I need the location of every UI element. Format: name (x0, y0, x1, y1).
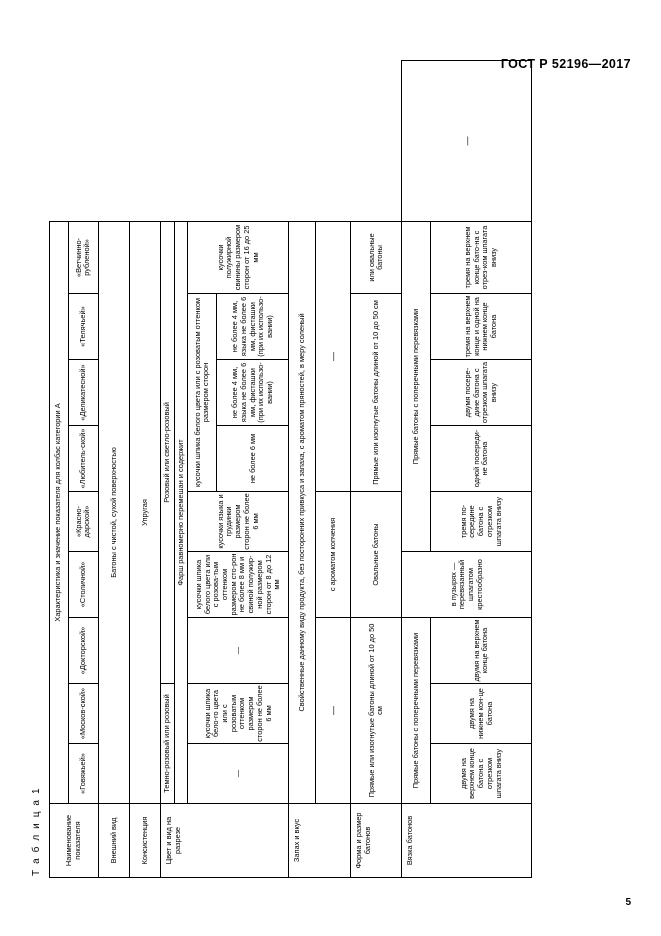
table-caption: Т а б л и ц а 1 (30, 786, 42, 876)
cell-tying-t2: двумя на нижнем кон-це батона (430, 683, 532, 744)
page-number: 5 (625, 897, 631, 908)
quality-indicators-table: Наименование показателя Характеристика и… (49, 60, 532, 878)
cell-color-delikatesnoy: не более 4 мм, языка не более 6 мм, фист… (216, 359, 289, 426)
standard-title: ГОСТ Р 52196—2017 (500, 57, 631, 71)
column-header-vetchinno-rublenoy: «Ветчинно-рубленой» (67, 221, 98, 294)
cell-tying-group-b: Прямые батоны с поперечными перевязками (401, 221, 431, 552)
cell-tying-t1: двумя на верхнем конце батона с отрезком… (430, 743, 532, 804)
cell-color-pink-light: Розовый или светло-розовый (160, 221, 174, 684)
cell-lard-group-header: кусочки шпика белого цвета или с розоват… (187, 293, 217, 492)
cell-color-doktorskoy: — (187, 617, 289, 684)
cell-shape-e: или овальные батоны (350, 221, 402, 294)
table-row: Внешний вид Батоны с чистой, сухой повер… (98, 61, 129, 878)
column-header-stolichnoy: «Столичной» (67, 551, 98, 618)
cell-tying-t9: тремя на верхнем конце бато-на с отрез-к… (430, 221, 532, 294)
header-indicator-name: Наименование показателя (49, 803, 98, 878)
column-header-doktorskoy: «Докторской» (67, 617, 98, 684)
cell-smell-smoke: с ароматом копчения (315, 491, 351, 618)
column-header-delikatesnoy: «Деликатесной» (67, 359, 98, 426)
row-label-color: Цвет и вид на разрезе (160, 803, 289, 878)
cell-color-vetchinno: кусочки полужирной свинины размером стор… (187, 221, 289, 294)
column-header-govyazhya: «Говяжьей» (67, 743, 98, 804)
row-label-appearance: Внешний вид (98, 803, 129, 878)
column-header-lyubitelskoy: «Любитель-ской» (67, 425, 98, 492)
cell-tying-t3: двумя на верхнем конце батона (430, 617, 532, 684)
row-label-tying: Вязка батонов (401, 803, 532, 878)
cell-smell-c: — (315, 221, 351, 492)
table-row: — с ароматом копчения — (315, 61, 351, 878)
cell-color-telyachey: не более 4 мм, языка не более 6 мм, фист… (216, 293, 289, 360)
column-header-moskovskoy: «Москов-ской» (67, 683, 98, 744)
cell-appearance-all: Батоны с чистой, сухой поверхностью (98, 221, 129, 804)
table-header-row-columns: «Говяжьей» «Москов-ской» «Докторской» «С… (67, 61, 98, 878)
cell-shape-c: Прямые или изогнутые батоны длиной от 10… (350, 293, 402, 492)
cell-consistency-all: Упругая (129, 221, 160, 804)
cell-color-dark-pink: Темно-розовый или розовый (160, 683, 174, 804)
cell-tying-t12: — (401, 60, 532, 222)
cell-mince-mixed: Фарш равномерно перемешан и содержит (173, 221, 188, 804)
cell-shape-b: Овальные батоны (350, 491, 402, 618)
cell-color-lyubitelskoy: не более 6 мм (216, 425, 289, 492)
cell-tying-t5: тремя по-середине батона с отрезком шпаг… (430, 491, 532, 552)
cell-color-krasnodarskoy: кусочки языка и грудинки размером сторон… (187, 491, 289, 552)
cell-color-stolichnoy: кусочки шпика белого цвета или с розова-… (187, 551, 289, 618)
table-row: Вязка батонов Прямые батоны с поперечным… (401, 60, 532, 878)
table-row: Фарш равномерно перемешан и содержит (173, 61, 188, 878)
cell-shape-a: Прямые или изогнутые батоны длиной от 10… (350, 617, 402, 804)
cell-color-govyazhya: — (187, 743, 289, 804)
table-row: Цвет и вид на разрезе Темно-розовый или … (160, 61, 289, 878)
cell-color-moskovskoy: кусочки шпика бело-го цвета или с розова… (187, 683, 289, 744)
cell-tying-t7: двумя посере-дине батона с отрезком шпаг… (430, 359, 532, 426)
table-header-row-group: Наименование показателя Характеристика и… (49, 61, 98, 878)
table-row: Консистенция Упругая (129, 61, 160, 878)
cell-tying-t6: одной посереди-не батона (430, 425, 532, 492)
table-row: — кусочки шпика бело-го цвета или с розо… (187, 61, 289, 878)
row-label-shape: Форма и размер батонов (350, 803, 402, 878)
row-label-consistency: Консистенция (129, 803, 160, 878)
cell-smell-a: — (315, 617, 351, 804)
cell-smell-all: Свойственные данному виду продукта, без … (288, 221, 316, 804)
table-row: Форма и размер батонов Прямые или изогну… (350, 61, 402, 878)
cell-tying-t8: тремя на верхнем конце и одной на нижнем… (430, 293, 532, 360)
column-header-telyachey: «Телячьей» (67, 293, 98, 360)
row-label-smell: Запах и вкус (288, 803, 351, 878)
column-header-krasnodarskoy: «Красно-дарской» (67, 491, 98, 552)
header-group-characteristic: Характеристика и значение показателя для… (49, 221, 68, 804)
cell-tying-group-a: Прямые батоны с поперечными перевязками (401, 617, 431, 804)
table-row: Запах и вкус Свойственные данному виду п… (288, 61, 351, 878)
cell-tying-t4: в пузырях — перевязанный шпагатом кресто… (401, 551, 532, 618)
